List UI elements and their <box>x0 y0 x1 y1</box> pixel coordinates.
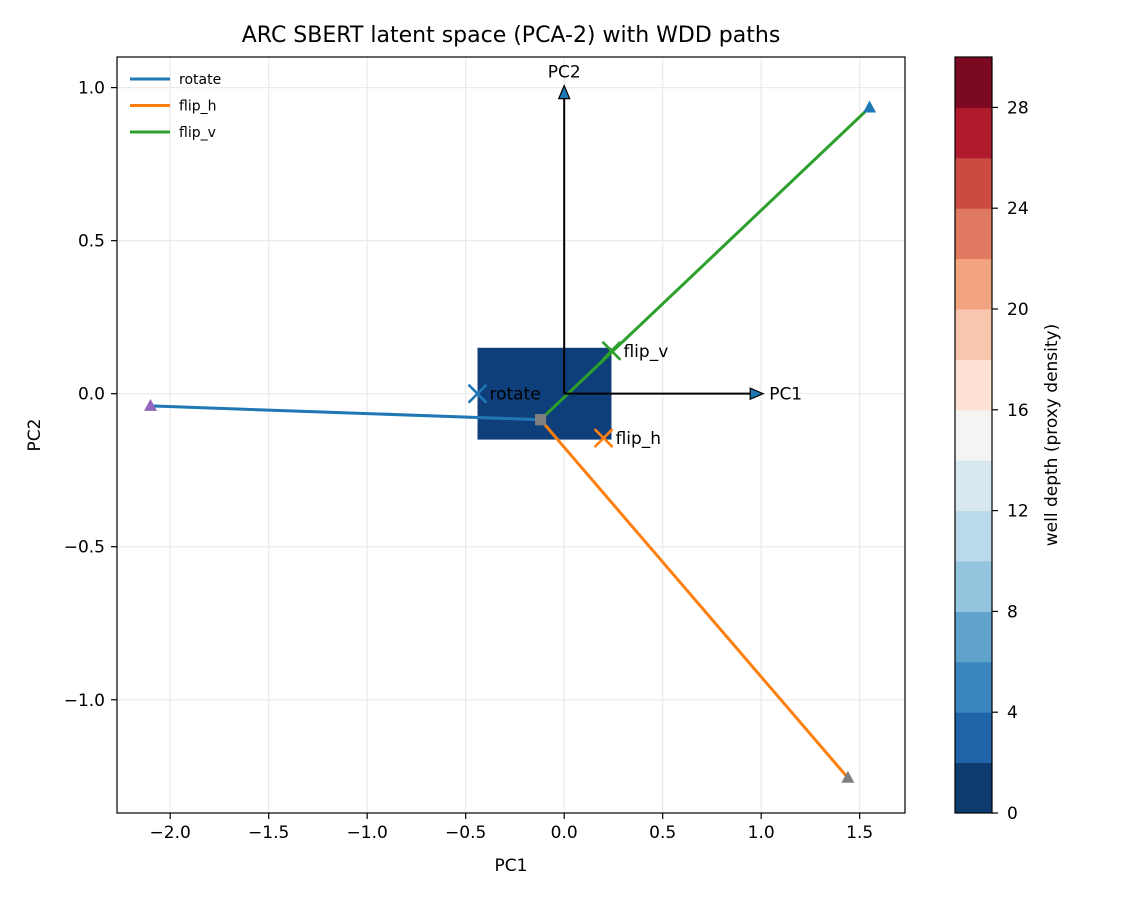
colorbar-frame <box>954 56 993 814</box>
x-tick-label: −2.0 <box>150 823 191 843</box>
chart-title: ARC SBERT latent space (PCA-2) with WDD … <box>242 23 781 48</box>
y-tick-label: 1.0 <box>78 79 105 99</box>
colorbar-segment <box>955 258 992 310</box>
path-start-marker <box>143 398 157 411</box>
colorbar-tick-label: 8 <box>1007 602 1018 622</box>
path-end-marker <box>535 414 547 426</box>
colorbar-segment <box>955 712 992 764</box>
centroid-marker <box>593 428 614 448</box>
colorbar-segment <box>955 460 992 512</box>
legend-entry: flip_v <box>179 125 216 141</box>
x-tick-label: 1.5 <box>846 823 873 843</box>
plot-frame <box>116 56 906 814</box>
colorbar-tick-label: 16 <box>1007 401 1029 421</box>
plot-area: PC1 PC2 rotate flip_v flip_h −2.0 −1.5 −1.0 −0… <box>64 56 906 843</box>
colorbar-segment <box>955 57 992 108</box>
x-tick-label: −0.5 <box>445 823 486 843</box>
colorbar-segment <box>955 611 992 663</box>
path-rotate <box>148 404 543 422</box>
colorbar-segment <box>955 157 992 209</box>
path-start-marker <box>841 770 855 783</box>
x-axis-label: PC1 <box>495 856 528 876</box>
colorbar-segment <box>955 309 992 360</box>
x-tick-label: −1.5 <box>248 823 289 843</box>
centroid-marker <box>467 383 488 404</box>
x-tick-label: 1.0 <box>748 823 775 843</box>
colorbar-segment <box>955 208 992 260</box>
colorbar-tick-label: 0 <box>1007 804 1018 824</box>
colorbar-segment <box>955 510 992 562</box>
legend: rotate flip_h flip_v <box>130 72 221 141</box>
centroid-label: rotate <box>490 385 541 405</box>
path-start-marker <box>863 100 877 113</box>
colorbar-segment <box>955 661 992 713</box>
centroid-label: flip_h <box>616 429 662 449</box>
colorbar-tick-label: 20 <box>1007 300 1029 320</box>
centroids-layer: rotate flip_v flip_h <box>467 340 668 449</box>
colorbar-segment <box>955 409 992 461</box>
colorbar-tick-label: 4 <box>1007 703 1018 723</box>
y-tick-label: −0.5 <box>64 538 105 558</box>
y-ticks: 1.0 0.5 0.0 −0.5 −1.0 <box>64 79 117 711</box>
pc-arrow-label: PC2 <box>548 63 581 83</box>
path-flip_h <box>539 418 850 780</box>
paths-layer <box>143 100 877 783</box>
x-tick-label: 0.5 <box>649 823 676 843</box>
colorbar-tick-label: 28 <box>1007 98 1029 118</box>
pc-arrow-head <box>557 84 571 100</box>
x-tick-label: −1.0 <box>347 823 388 843</box>
legend-entry: flip_h <box>179 99 216 115</box>
x-ticks: −2.0 −1.5 −1.0 −0.5 0.0 0.5 1.0 1.5 <box>150 813 873 843</box>
y-axis-label: PC2 <box>25 419 45 452</box>
y-tick-label: −1.0 <box>64 691 105 711</box>
colorbar-tick-label: 24 <box>1007 199 1029 219</box>
colorbar-segment <box>955 359 992 411</box>
y-tick-label: 0.5 <box>78 232 105 252</box>
pc-arrows-layer: PC1 PC2 <box>548 63 802 405</box>
x-tick-label: 0.0 <box>551 823 578 843</box>
colorbar-segment <box>955 762 992 814</box>
colorbar-tick-label: 12 <box>1007 502 1029 522</box>
pc-arrow-label: PC1 <box>769 385 802 405</box>
colorbar-label: well depth (proxy density) <box>1042 324 1062 547</box>
centroid-label: flip_v <box>623 342 668 362</box>
colorbar: 0 4 8 12 16 20 24 28 <box>954 56 1029 824</box>
pc-arrow-head <box>749 387 765 401</box>
legend-entry: rotate <box>179 72 221 88</box>
path-flip_v <box>539 106 872 422</box>
colorbar-segment <box>955 561 992 612</box>
centroid-marker <box>601 340 622 361</box>
y-tick-label: 0.0 <box>78 385 105 405</box>
colorbar-segment <box>955 107 992 159</box>
